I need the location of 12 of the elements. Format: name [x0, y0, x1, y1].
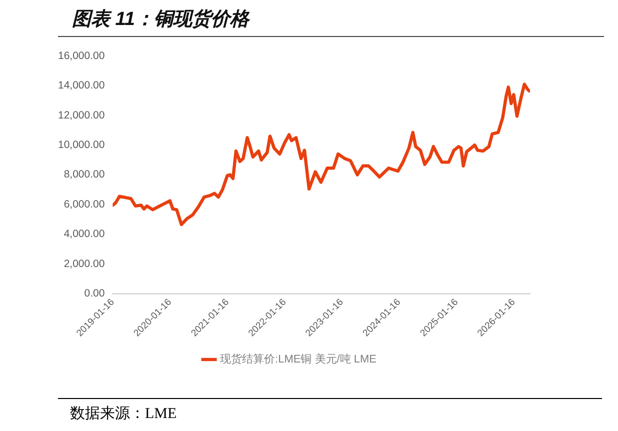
y-tick-label: 0.00	[84, 287, 105, 300]
y-tick-label: 16,000.00	[58, 50, 105, 62]
source-note: 数据来源：LME	[58, 398, 602, 423]
y-tick-label: 2,000.00	[64, 258, 105, 270]
legend-label: 现货结算价:LME铜 美元/吨 LME	[220, 352, 376, 366]
y-tick-label: 14,000.00	[58, 80, 105, 92]
chart-title: 图表 11：铜现货价格	[58, 6, 604, 37]
y-tick-label: 10,000.00	[58, 138, 105, 151]
y-tick-label: 12,000.00	[58, 109, 105, 122]
y-tick-label: 4,000.00	[64, 228, 105, 240]
y-tick-label: 6,000.00	[64, 198, 105, 210]
y-tick-label: 8,000.00	[64, 168, 105, 181]
